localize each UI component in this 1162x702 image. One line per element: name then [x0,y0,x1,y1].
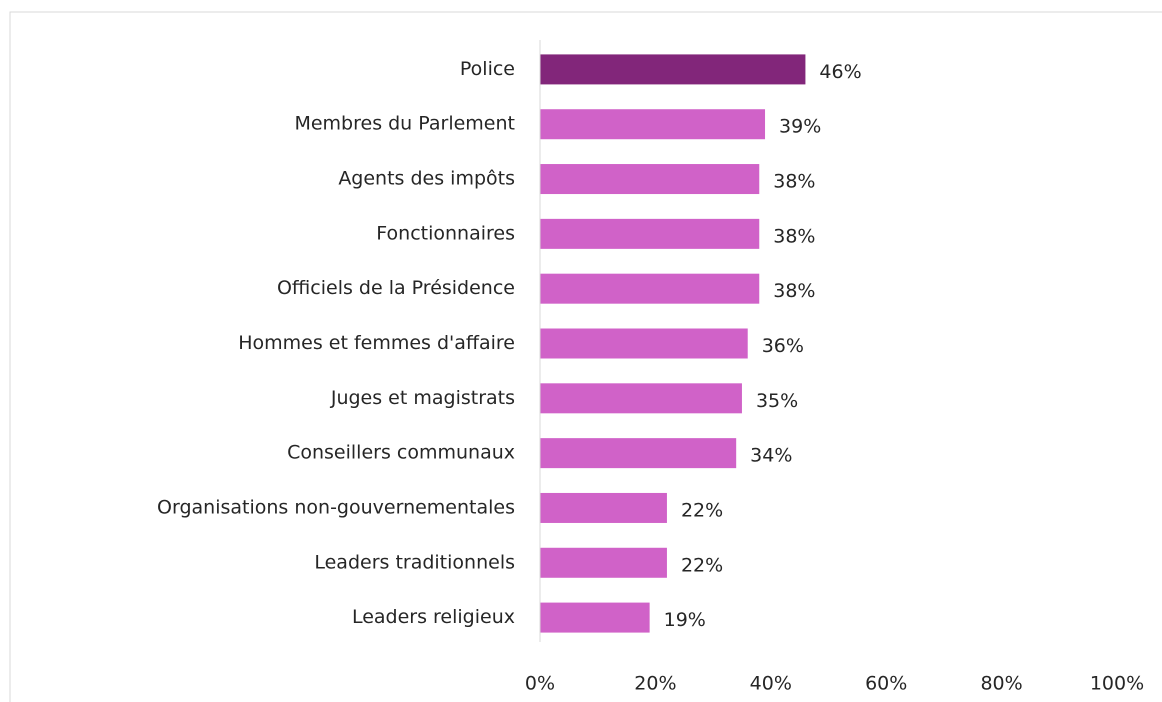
value-label: 38% [773,225,815,247]
x-tick-label: 20% [634,673,676,695]
bar [540,54,806,85]
value-label: 38% [773,171,815,193]
y-tick-label: Leaders traditionnels [314,551,515,573]
x-tick-label: 80% [980,673,1022,695]
bar [540,602,650,633]
bar [540,218,760,249]
bar [540,273,760,304]
y-tick-label: Organisations non-gouvernementales [157,496,515,518]
value-label: 38% [773,280,815,302]
bar [540,164,760,195]
y-tick-label: Membres du Parlement [294,113,515,135]
y-tick-label: Hommes et femmes d'affaire [238,332,515,354]
y-tick-label: Juges et magistrats [330,387,515,409]
x-tick-label: 100% [1090,673,1144,695]
y-tick-label: Officiels de la Présidence [277,277,515,299]
value-label: 19% [664,609,706,631]
y-tick-label: Agents des impôts [338,168,515,190]
value-label: 46% [819,61,861,83]
x-tick-label: 40% [750,673,792,695]
bar [540,492,667,523]
bar [540,109,766,140]
bar [540,547,667,578]
value-label: 34% [750,445,792,467]
value-label: 36% [762,335,804,357]
y-tick-label: Fonctionnaires [376,222,515,244]
x-tick-label: 60% [865,673,907,695]
y-tick-label: Leaders religieux [352,606,515,628]
value-label: 22% [681,499,723,521]
value-label: 39% [779,116,821,138]
value-label: 22% [681,554,723,576]
x-tick-label: 0% [525,673,555,695]
y-tick-label: Conseillers communaux [287,442,515,464]
bar [540,438,737,469]
y-tick-label: Police [460,58,515,80]
bar [540,383,742,414]
frame [9,11,1162,702]
value-label: 35% [756,390,798,412]
bar [540,328,748,359]
